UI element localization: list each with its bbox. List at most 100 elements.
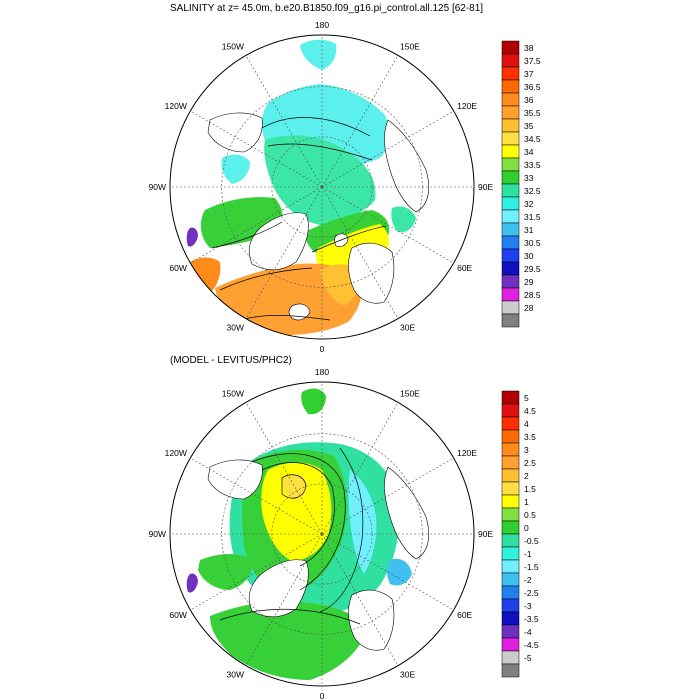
longitude-label: 90W: [149, 529, 166, 539]
colorbar-label: -3: [524, 601, 532, 611]
colorbar-box: [501, 183, 520, 198]
colorbar-label: -1: [524, 549, 532, 559]
meridian-line: [245, 186, 323, 319]
longitude-label: 120W: [165, 101, 187, 111]
colorbar-label: 36: [524, 95, 534, 105]
colorbar-label: 31.5: [524, 212, 541, 222]
colorbar-label: 36.5: [524, 82, 541, 92]
colorbar-label: -2.5: [524, 588, 539, 598]
longitude-label: 30E: [400, 322, 415, 332]
longitude-label: 150W: [222, 389, 244, 399]
longitude-label: 120W: [165, 448, 187, 458]
colorbar-box: [501, 520, 520, 535]
colorbar-box: [501, 624, 520, 639]
meridian-line: [321, 110, 454, 188]
difference-region-kara: [387, 558, 412, 586]
colorbar-box: [501, 442, 520, 457]
colorbar-label: -5: [524, 653, 532, 663]
difference-region-archipelago: [198, 554, 253, 590]
longitude-label: 150E: [400, 42, 420, 52]
colorbar-box: [501, 481, 520, 496]
difference-region-eurasian: [348, 470, 377, 574]
colorbar-box: [501, 40, 520, 55]
colorbar-box: [501, 261, 520, 276]
longitude-label: 90E: [478, 182, 493, 192]
land-greenland-b: [248, 559, 309, 618]
colorbar-label: 3.5: [524, 432, 536, 442]
longitude-label: 60E: [457, 610, 472, 620]
longitude-label: 30W: [227, 322, 244, 332]
difference-region-yellow: [261, 462, 332, 561]
colorbar-label: 2.5: [524, 458, 536, 468]
colorbar-label: 38: [524, 43, 534, 53]
longitude-label: 90E: [478, 529, 493, 539]
salinity-region-kara: [391, 206, 416, 233]
difference-region-bering: [301, 388, 326, 415]
colorbar-box: [501, 611, 520, 626]
colorbar-box: [501, 274, 520, 289]
colorbar-box: [501, 92, 520, 107]
colorbar-box: [501, 118, 520, 133]
colorbar-label: 34.5: [524, 134, 541, 144]
colorbar-label: 30.5: [524, 238, 541, 248]
colorbar-label: 34: [524, 147, 534, 157]
meridian-line: [190, 110, 323, 188]
colorbar-label: 28: [524, 303, 534, 313]
colorbar-label: 5: [524, 393, 529, 403]
colorbar-box: [501, 131, 520, 146]
colorbar-box: [501, 559, 520, 574]
longitude-label: 60E: [457, 263, 472, 273]
land-siberia: [384, 119, 429, 213]
meridian-line: [245, 402, 323, 535]
meridian-line: [321, 533, 454, 611]
meridian-line: [245, 55, 323, 188]
colorbar-box: [501, 507, 520, 522]
colorbar-label: 37.5: [524, 56, 541, 66]
colorbar-box: [501, 209, 520, 224]
colorbar-label: 1: [524, 497, 529, 507]
meridian-line: [321, 186, 454, 264]
colorbar-label: 2: [524, 471, 529, 481]
land-alaska-b: [207, 459, 263, 500]
salinity-region-central: [264, 135, 376, 226]
colorbar-label: 32: [524, 199, 534, 209]
salinity-region-baffin: [221, 154, 250, 184]
meridian-line: [190, 186, 323, 264]
colorbar-box: [501, 546, 520, 561]
colorbar-box: [501, 313, 520, 328]
latitude-circle: [221, 433, 423, 635]
colorbar-box: [501, 533, 520, 548]
meridian-line: [245, 533, 323, 666]
longitude-label: 150W: [222, 42, 244, 52]
colorbar-box: [501, 455, 520, 470]
meridian-line: [190, 457, 323, 535]
colorbar-label: 33: [524, 173, 534, 183]
salinity-map: 180 150E 120E 90E 60E 30E 0 30W 60W 90W 120W 150W: [149, 20, 494, 354]
difference-region-atlantic: [210, 601, 368, 680]
colorbar-box: [501, 248, 520, 263]
colorbar-box: [501, 403, 520, 418]
land-scandinavia-b: [348, 589, 395, 651]
salinity-region-hudson: [186, 227, 198, 247]
colorbar-label: 35: [524, 121, 534, 131]
difference-region-peak: [282, 475, 307, 500]
land-scandinavia: [348, 242, 395, 304]
colorbar-label: -2: [524, 575, 532, 585]
latitude-circle: [271, 483, 373, 585]
colorbar-label: -0.5: [524, 536, 539, 546]
colorbar-label: -3.5: [524, 614, 539, 624]
colorbar-label: 29: [524, 277, 534, 287]
meridian-line: [321, 402, 399, 535]
meridian-line: [190, 533, 323, 611]
longitude-label: 90W: [149, 182, 166, 192]
colorbar-label: 0: [524, 523, 529, 533]
colorbar-label: 4: [524, 419, 529, 429]
graticule-top: [170, 35, 474, 339]
colorbar-box: [501, 390, 520, 405]
colorbar-box: [501, 66, 520, 81]
longitude-label: 30E: [400, 669, 415, 679]
colorbar-box: [501, 663, 520, 678]
longitude-label: 30W: [227, 669, 244, 679]
colorbar-label: -4.5: [524, 640, 539, 650]
